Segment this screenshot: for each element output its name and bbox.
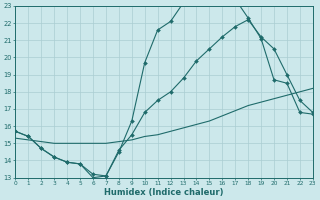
X-axis label: Humidex (Indice chaleur): Humidex (Indice chaleur) <box>104 188 224 197</box>
